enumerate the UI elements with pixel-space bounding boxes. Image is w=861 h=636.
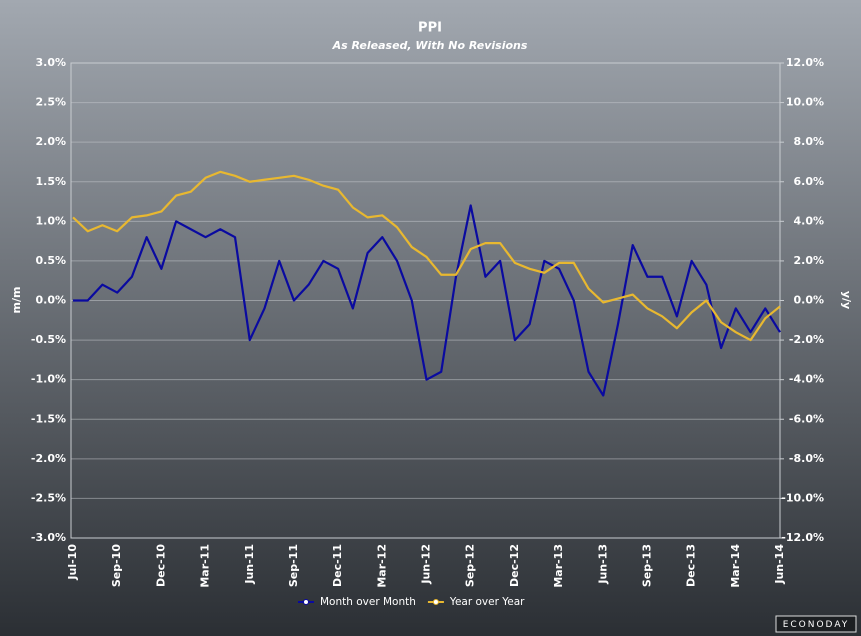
x-tick-label: Sep-12 — [464, 544, 477, 587]
y-tick-label: 2.0% — [35, 135, 66, 148]
x-tick-label: Jun-12 — [420, 544, 433, 585]
y-tick-label: -1.0% — [31, 373, 66, 386]
y-tick-label: 3.0% — [35, 56, 66, 69]
y-tick-label: 0.5% — [35, 254, 66, 267]
x-tick-label: Sep-11 — [287, 544, 300, 587]
x-tick-label: Dec-10 — [154, 544, 167, 587]
y2-tick-label: -4.0% — [789, 373, 824, 386]
y-tick-label: 1.5% — [35, 175, 66, 188]
x-tick-label: Dec-13 — [685, 544, 698, 587]
y2-tick-label: -8.0% — [789, 452, 824, 465]
x-tick-label: Mar-13 — [552, 544, 565, 588]
logo: ECONODAY — [783, 620, 850, 630]
y2-tick-label: -2.0% — [789, 333, 824, 346]
series-line — [73, 204, 781, 397]
logo-box — [775, 615, 857, 633]
x-tick-label: Sep-10 — [110, 544, 123, 587]
x-tick-label: Mar-12 — [375, 544, 388, 588]
y2-tick-label: 10.0% — [786, 96, 824, 109]
y2-tick-label: 4.0% — [793, 214, 824, 227]
x-tick-label: Jun-13 — [596, 544, 609, 585]
series-line — [72, 170, 781, 342]
x-tick-label: Jul-10 — [66, 544, 79, 581]
y-tick-label: -1.5% — [31, 412, 66, 425]
legend-label: Year over Year — [449, 596, 525, 608]
chart-subtitle: As Released, With No Revisions — [332, 39, 528, 52]
y2-tick-label: -10.0% — [781, 491, 824, 504]
y-tick-label: -3.0% — [31, 531, 66, 544]
y-tick-label: -0.5% — [31, 333, 66, 346]
y2-tick-label: 6.0% — [793, 175, 824, 188]
y-tick-label: 2.5% — [35, 96, 66, 109]
chart-title: PPI — [418, 21, 442, 36]
y2-tick-label: 0.0% — [793, 294, 824, 307]
x-tick-label: Sep-13 — [640, 544, 653, 587]
x-tick-label: Jun-11 — [243, 544, 256, 585]
legend-marker — [432, 599, 439, 605]
y-tick-label: -2.0% — [31, 452, 66, 465]
x-tick-label: Dec-11 — [331, 544, 344, 587]
y2-tick-label: 12.0% — [786, 56, 824, 69]
y2-tick-label: 8.0% — [793, 135, 824, 148]
x-tick-label: Dec-12 — [508, 544, 521, 587]
y-tick-label: -2.5% — [31, 491, 66, 504]
x-tick-label: Jun-14 — [773, 544, 786, 585]
legend-label: Month over Month — [320, 596, 416, 608]
legend-marker — [303, 599, 309, 605]
y-axis-label: m/m — [10, 287, 23, 314]
y-tick-label: 1.0% — [35, 214, 66, 227]
y-tick-label: 0.0% — [35, 294, 66, 307]
y2-tick-label: -12.0% — [781, 531, 824, 544]
x-tick-label: Mar-14 — [729, 544, 742, 588]
y2-axis-label: y/y — [840, 291, 853, 309]
y2-tick-label: 2.0% — [793, 254, 824, 267]
x-tick-label: Mar-11 — [199, 544, 212, 588]
y2-tick-label: -6.0% — [789, 412, 824, 425]
